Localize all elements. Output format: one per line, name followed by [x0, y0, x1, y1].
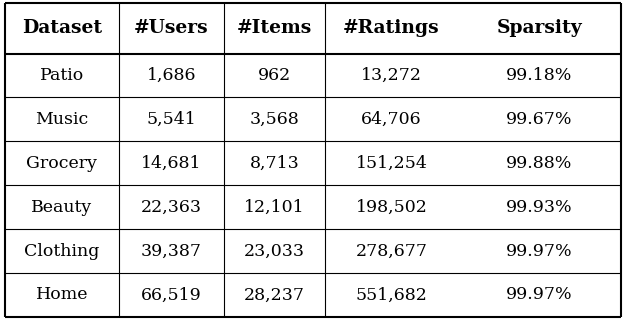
Text: #Ratings: #Ratings [343, 20, 440, 37]
Text: 99.18%: 99.18% [506, 67, 573, 84]
Text: 8,713: 8,713 [250, 155, 299, 172]
Text: 551,682: 551,682 [356, 286, 428, 303]
Text: 99.93%: 99.93% [506, 199, 573, 216]
Text: 64,706: 64,706 [361, 111, 422, 128]
Text: 99.67%: 99.67% [506, 111, 573, 128]
Text: 278,677: 278,677 [356, 243, 428, 260]
Text: 99.88%: 99.88% [506, 155, 573, 172]
Text: 12,101: 12,101 [244, 199, 305, 216]
Text: 22,363: 22,363 [141, 199, 202, 216]
Text: #Users: #Users [134, 20, 208, 37]
Text: 14,681: 14,681 [141, 155, 202, 172]
Text: 5,541: 5,541 [146, 111, 196, 128]
Text: #Items: #Items [237, 20, 312, 37]
Text: Music: Music [35, 111, 89, 128]
Text: 198,502: 198,502 [356, 199, 428, 216]
Text: 13,272: 13,272 [361, 67, 422, 84]
Text: 3,568: 3,568 [250, 111, 299, 128]
Text: Patio: Patio [40, 67, 84, 84]
Text: 66,519: 66,519 [141, 286, 202, 303]
Text: Home: Home [36, 286, 88, 303]
Text: 99.97%: 99.97% [506, 286, 573, 303]
Text: 151,254: 151,254 [356, 155, 428, 172]
Text: 28,237: 28,237 [244, 286, 305, 303]
Text: Beauty: Beauty [31, 199, 93, 216]
Text: 39,387: 39,387 [141, 243, 202, 260]
Text: 962: 962 [258, 67, 291, 84]
Text: Clothing: Clothing [24, 243, 100, 260]
Text: Grocery: Grocery [26, 155, 98, 172]
Text: 99.97%: 99.97% [506, 243, 573, 260]
Text: 23,033: 23,033 [244, 243, 305, 260]
Text: Dataset: Dataset [22, 20, 102, 37]
Text: 1,686: 1,686 [146, 67, 196, 84]
Text: Sparsity: Sparsity [496, 20, 582, 37]
